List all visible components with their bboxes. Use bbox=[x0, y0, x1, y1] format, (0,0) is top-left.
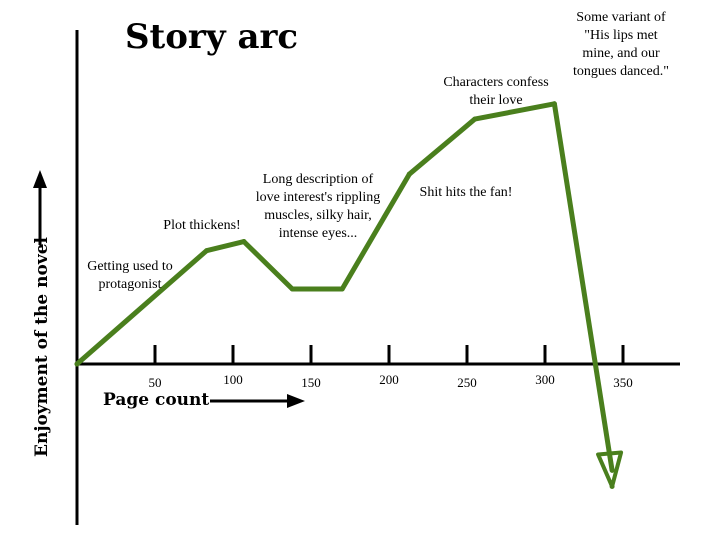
annotation-line: mine, and our bbox=[582, 46, 660, 61]
x-tick-label: 250 bbox=[457, 375, 477, 390]
annotation: Characters confess their love bbox=[443, 75, 548, 108]
annotation-line: Shit hits the fan! bbox=[420, 185, 513, 200]
annotation-line: Plot thickens! bbox=[163, 218, 240, 233]
arc-point bbox=[241, 239, 247, 245]
arc-point bbox=[339, 286, 345, 292]
y-label-arrow bbox=[33, 170, 47, 245]
arc-point bbox=[289, 286, 295, 292]
x-tick-label: 100 bbox=[223, 372, 243, 387]
annotation-line: intense eyes... bbox=[279, 226, 358, 241]
arc-point bbox=[203, 248, 209, 254]
annotation-line: "His lips met bbox=[584, 28, 657, 43]
chart-title: Story arc bbox=[125, 17, 298, 57]
arc-point bbox=[472, 116, 478, 122]
annotation-line: their love bbox=[469, 93, 522, 108]
arc-point bbox=[406, 171, 412, 177]
annotation: Long description of love interest's rippl… bbox=[256, 172, 381, 241]
annotation-line: Long description of bbox=[263, 172, 374, 187]
story-arc-arrowhead bbox=[596, 450, 624, 489]
annotations: Getting used to protagonist Plot thickens!… bbox=[87, 10, 669, 292]
arrowhead-shape bbox=[596, 450, 624, 489]
x-tick-label: 50 bbox=[149, 375, 162, 390]
x-tick-label: 200 bbox=[379, 372, 399, 387]
annotation-line: Some variant of bbox=[576, 10, 666, 25]
annotation-line: Characters confess bbox=[443, 75, 548, 90]
annotation: Some variant of "His lips met mine, and ou… bbox=[573, 10, 669, 79]
arc-point bbox=[551, 101, 557, 107]
y-axis-label: Enjoyment of the novel bbox=[32, 236, 52, 457]
x-ticks: 50 100 150 200 250 300 350 bbox=[149, 345, 633, 390]
annotation: Plot thickens! bbox=[163, 218, 240, 233]
x-tick-label: 350 bbox=[613, 375, 633, 390]
x-tick-label: 300 bbox=[535, 372, 555, 387]
annotation-line: protagonist bbox=[99, 277, 162, 292]
x-label-arrow bbox=[210, 394, 305, 408]
annotation-line: love interest's rippling bbox=[256, 190, 381, 205]
annotation: Shit hits the fan! bbox=[420, 185, 513, 200]
x-tick-label: 150 bbox=[301, 375, 321, 390]
annotation-line: tongues danced." bbox=[573, 64, 669, 79]
annotation-line: Getting used to bbox=[87, 259, 173, 274]
arc-point bbox=[74, 361, 80, 367]
x-axis-label: Page count bbox=[103, 390, 209, 410]
annotation-line: muscles, silky hair, bbox=[264, 208, 372, 223]
annotation: Getting used to protagonist bbox=[87, 259, 173, 292]
